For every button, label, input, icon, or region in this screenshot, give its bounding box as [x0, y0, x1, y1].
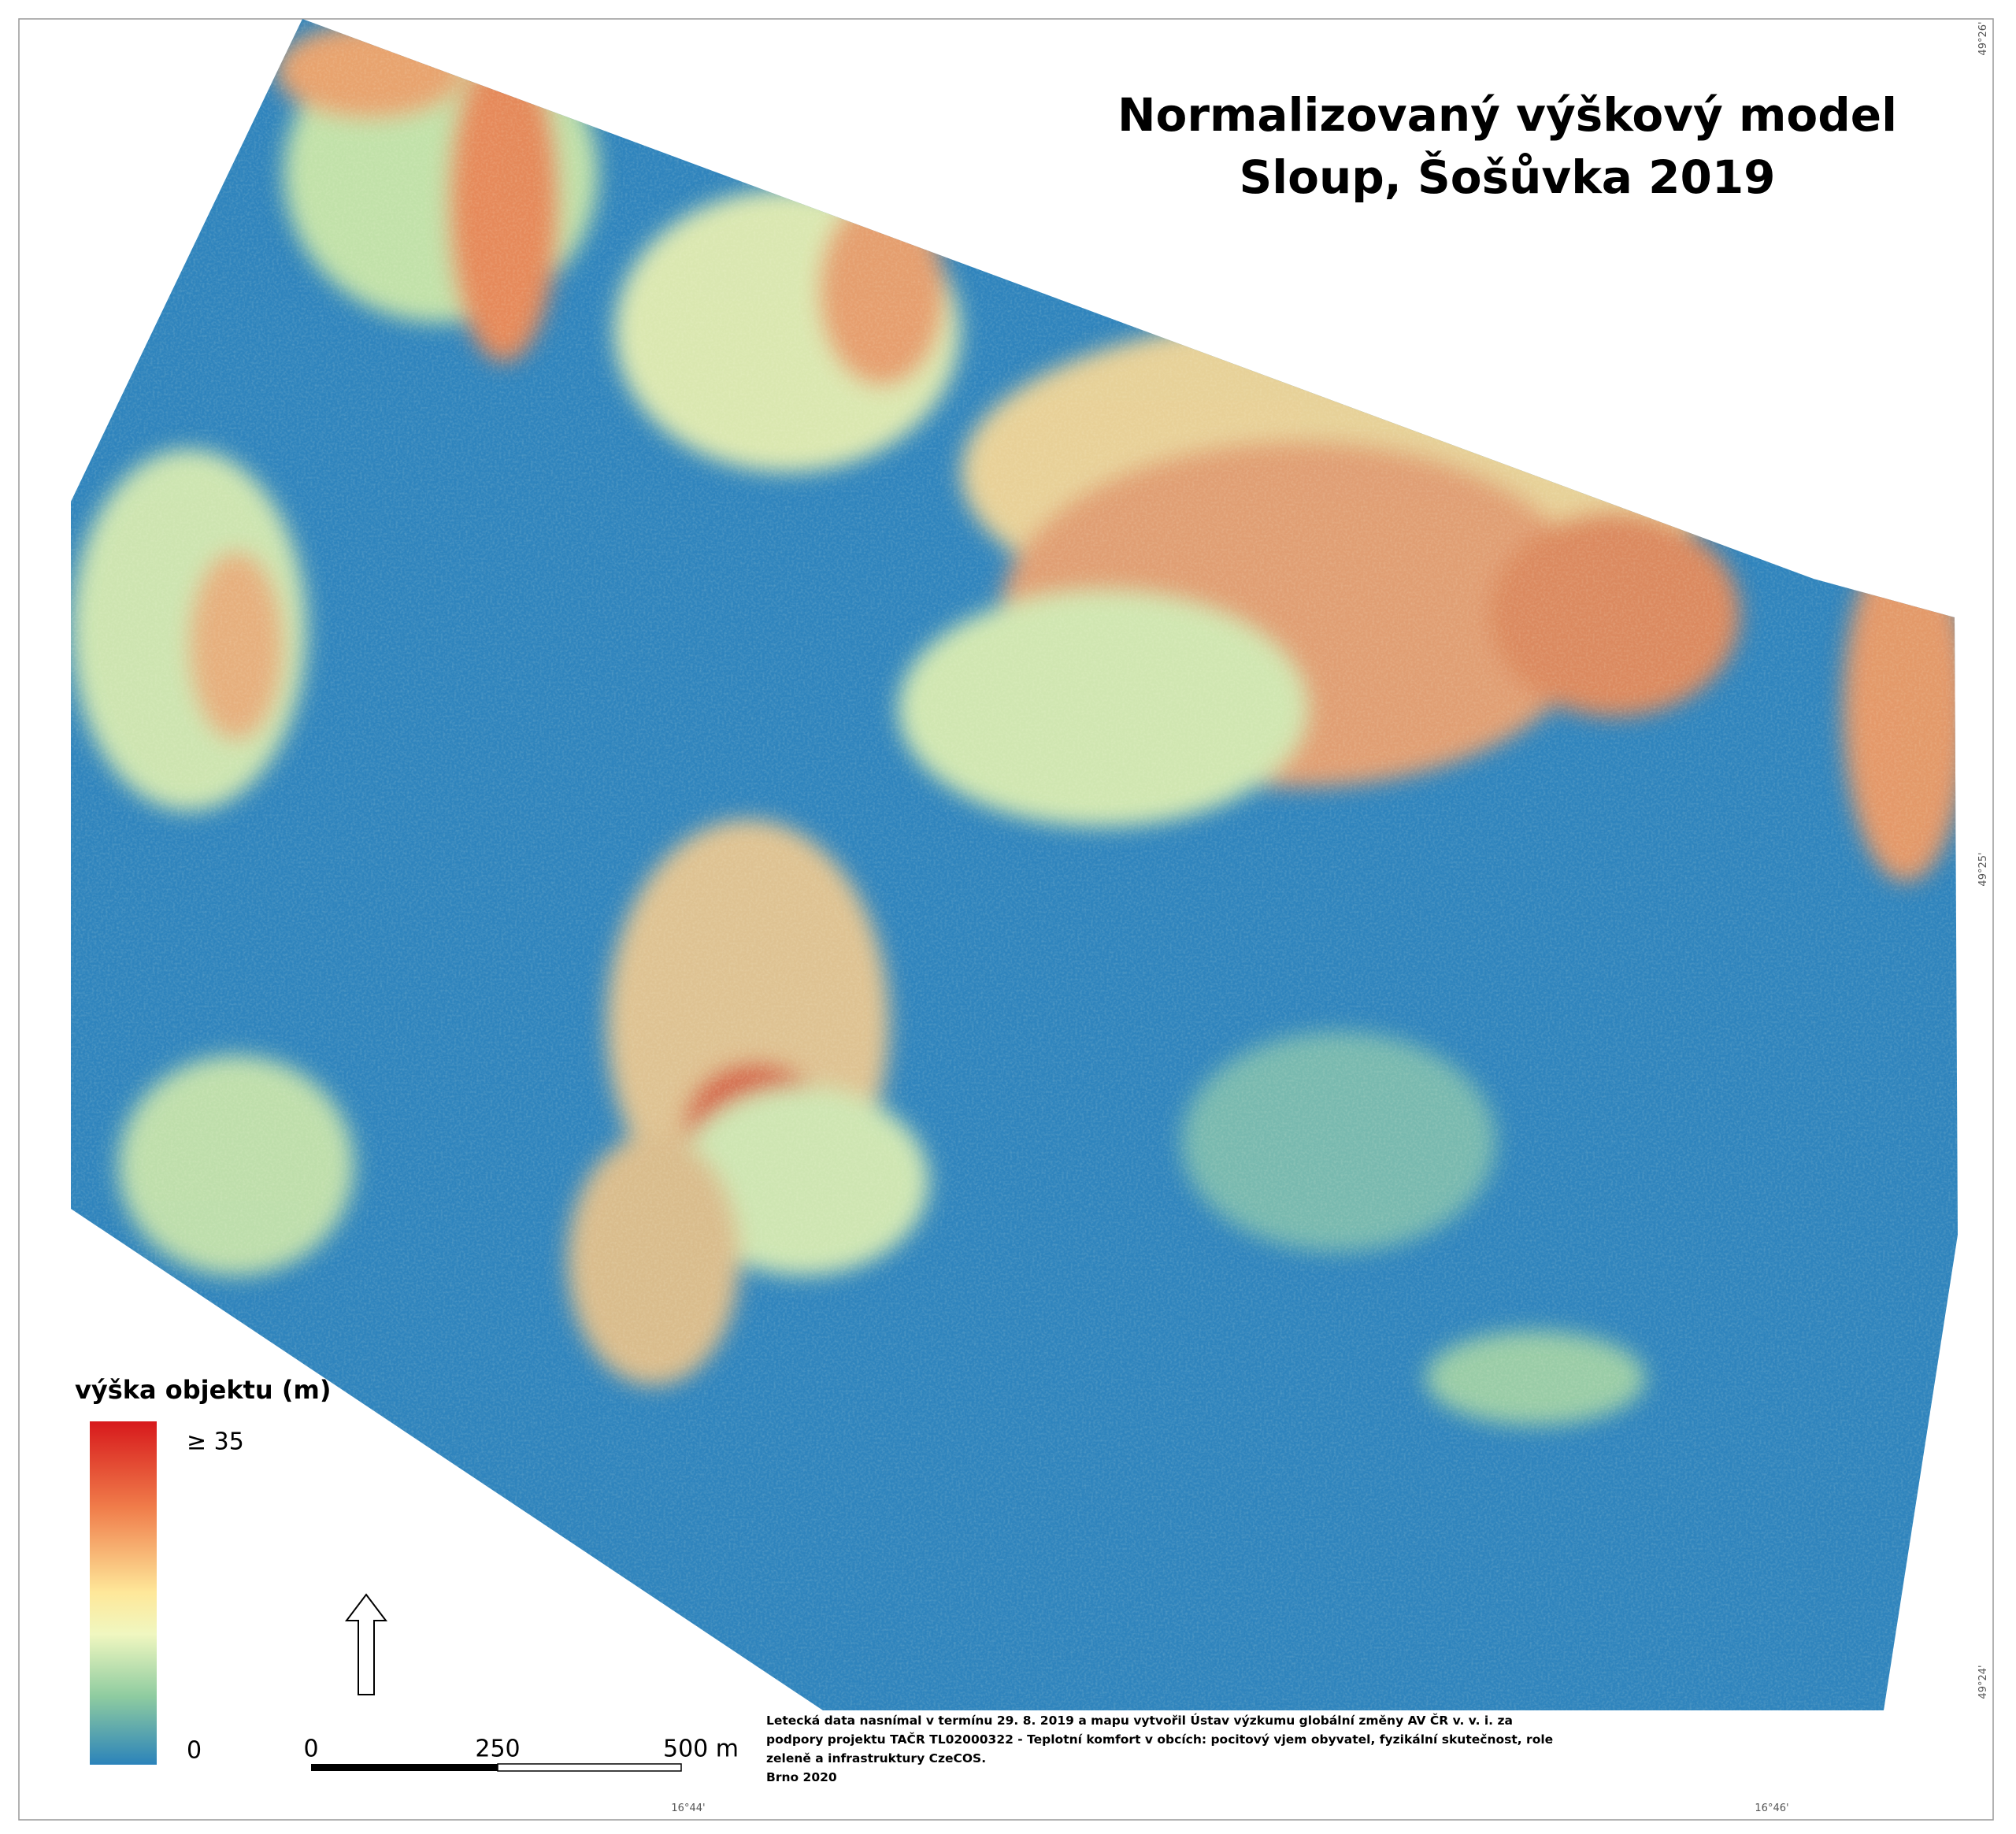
title: Sloup, Šošůvka 2019	[1239, 150, 1775, 204]
title: Normalizovaný výškový model	[1117, 88, 1897, 142]
credit-line: Brno 2020	[766, 1770, 837, 1784]
lat-label: 49°24'	[1977, 1665, 1989, 1699]
legend-title: výška objektu (m)	[75, 1375, 331, 1405]
legend-label: 0	[187, 1737, 202, 1765]
lat-label: 49°26'	[1977, 21, 1989, 55]
scale-label: 500 m	[663, 1736, 739, 1763]
legend-ramp	[90, 1421, 157, 1765]
credit-line: Letecká data nasnímal v termínu 29. 8. 2…	[766, 1713, 1513, 1728]
legend-label: ≥ 35	[187, 1428, 244, 1456]
credit-line: podpory projektu TAČR TL02000322 - Teplo…	[766, 1732, 1553, 1747]
credits: Letecká data nasnímal v termínu 29. 8. 2…	[766, 1713, 1553, 1784]
scale-label: 250	[475, 1736, 520, 1763]
scale-label: 0	[303, 1736, 318, 1763]
frame	[18, 18, 1994, 1821]
lat-label: 49°25'	[1977, 852, 1989, 886]
scale-bar	[497, 1763, 682, 1772]
scale-bar	[311, 1764, 498, 1771]
lon-label: 16°46'	[1755, 1803, 1788, 1814]
lon-label: 16°44'	[671, 1803, 705, 1814]
credit-line: zeleně a infrastruktury CzeCOS.	[766, 1751, 986, 1765]
north-arrow	[344, 1593, 388, 1695]
